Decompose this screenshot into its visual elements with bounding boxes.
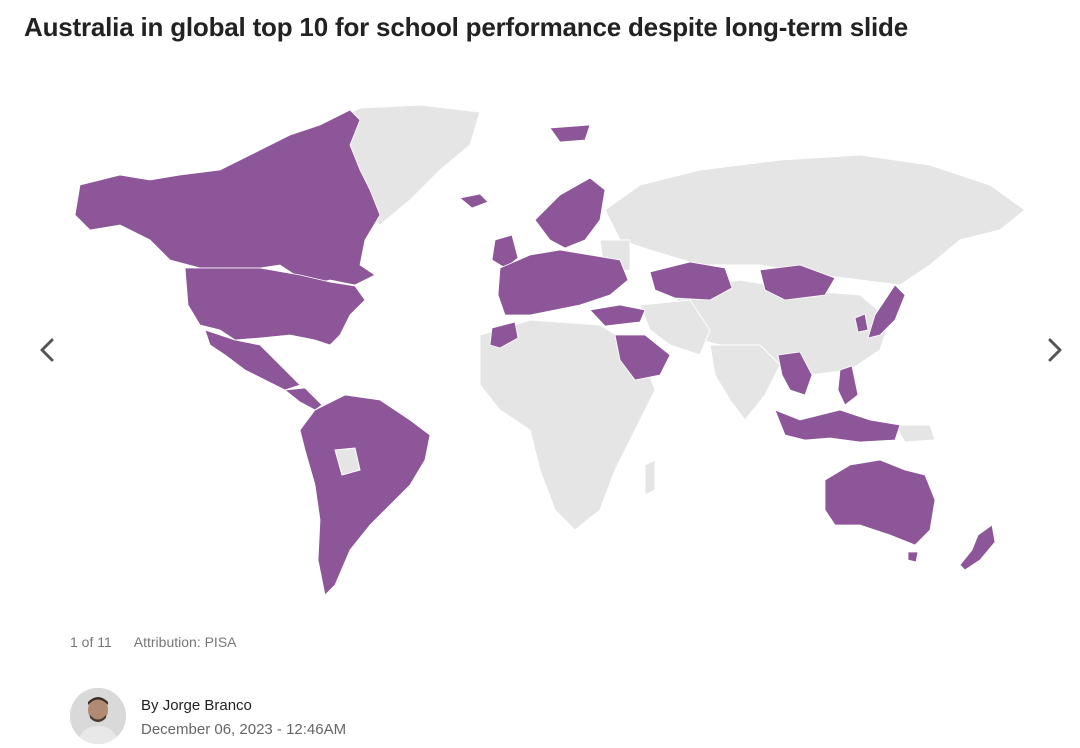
region-australia xyxy=(824,459,936,546)
land-png xyxy=(894,424,936,443)
world-map xyxy=(74,104,1026,596)
author-line: By Jorge Branco xyxy=(141,697,252,714)
gallery-next-button[interactable] xyxy=(1040,332,1070,368)
land-madagascar xyxy=(644,459,656,496)
land-india xyxy=(709,344,781,421)
region-svalbard xyxy=(549,124,591,143)
region-central-america xyxy=(283,387,323,411)
region-iceland xyxy=(459,193,489,209)
region-saudi-arabia xyxy=(614,334,671,381)
article-headline: Australia in global top 10 for school pe… xyxy=(24,12,908,42)
region-canada-alaska xyxy=(74,109,381,286)
chevron-left-icon xyxy=(40,338,54,362)
land-middle-east xyxy=(639,299,711,356)
region-new-zealand xyxy=(959,524,996,571)
image-gallery xyxy=(0,70,1080,630)
region-indonesia xyxy=(774,409,901,443)
gallery-caption: 1 of 11 Attribution: PISA xyxy=(70,634,237,650)
publish-date: December 06, 2023 - 12:46AM xyxy=(141,721,347,738)
region-kazakhstan xyxy=(649,261,733,301)
avatar-image xyxy=(70,688,126,744)
author-prefix: By xyxy=(141,697,163,714)
region-morocco xyxy=(489,321,519,349)
region-europe xyxy=(497,249,629,316)
gallery-counter: 1 of 11 xyxy=(70,634,112,650)
region-usa xyxy=(184,267,366,346)
region-scandinavia xyxy=(534,177,606,249)
chevron-right-icon xyxy=(1048,338,1062,362)
region-japan xyxy=(867,284,906,339)
region-tasmania xyxy=(907,551,919,563)
region-turkey xyxy=(589,304,646,327)
region-philippines xyxy=(837,365,859,406)
highlighted-land xyxy=(74,109,996,596)
image-attribution: Attribution: PISA xyxy=(133,634,237,650)
region-southeast-asia xyxy=(777,351,813,396)
author-avatar[interactable] xyxy=(70,688,126,744)
land-africa xyxy=(479,319,656,531)
region-mexico xyxy=(204,329,301,391)
region-south-america xyxy=(299,394,431,596)
land-russia xyxy=(604,154,1026,286)
author-name[interactable]: Jorge Branco xyxy=(162,697,252,714)
region-korea xyxy=(854,313,869,333)
region-mongolia xyxy=(759,264,836,301)
land-bolivia xyxy=(334,447,361,476)
gallery-prev-button[interactable] xyxy=(32,332,62,368)
